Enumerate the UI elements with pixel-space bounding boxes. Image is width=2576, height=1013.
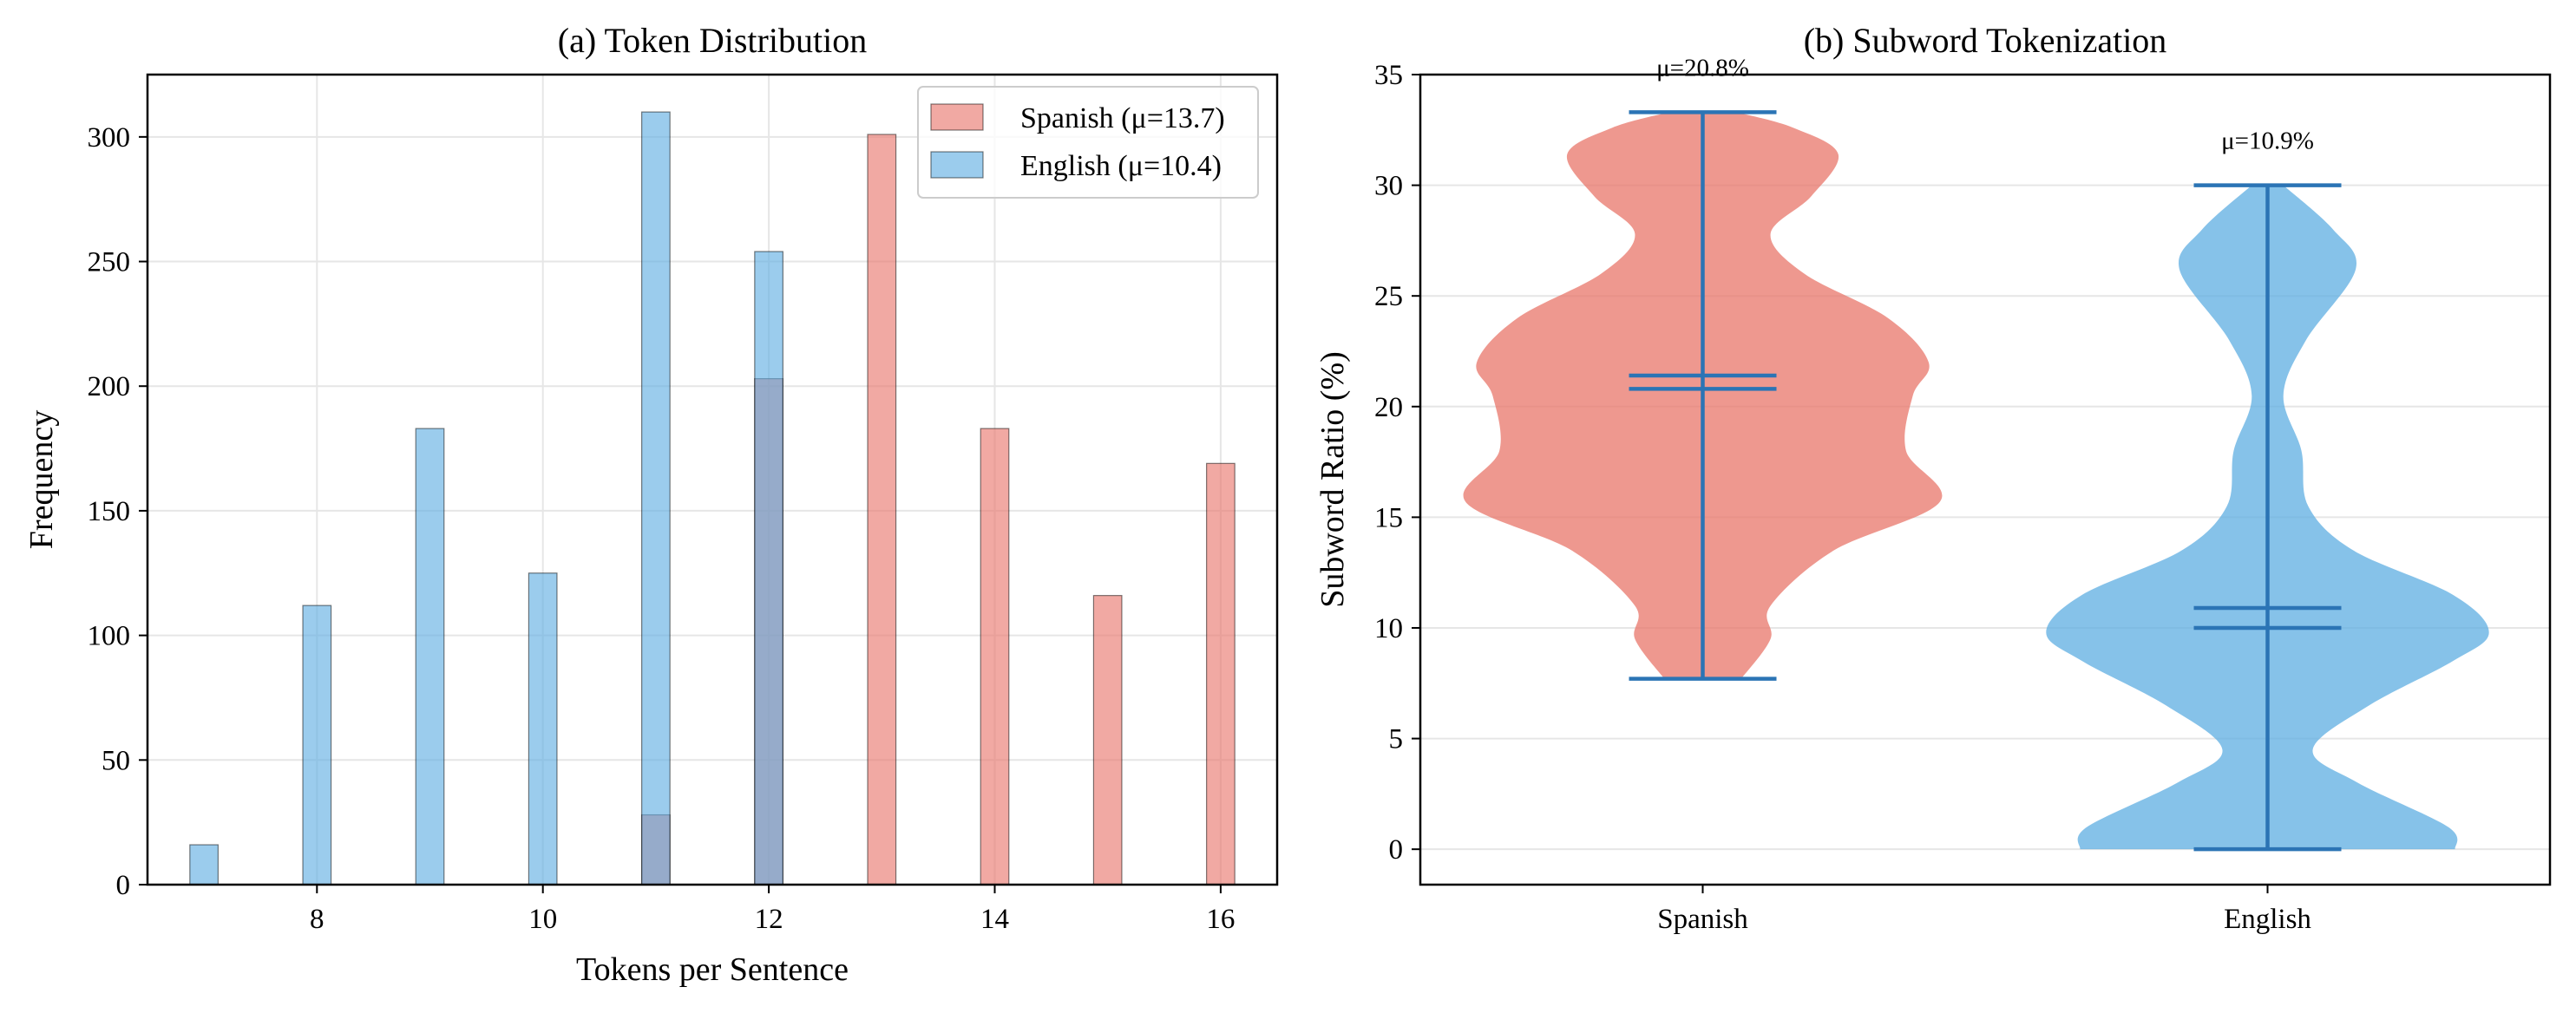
- y-tick-label: 5: [1389, 724, 1404, 755]
- y-tick-label: 50: [102, 745, 130, 776]
- bar-spanish: [1092, 595, 1123, 886]
- violin-bodies: [1463, 112, 2489, 850]
- y-tick-label: 250: [88, 247, 131, 278]
- mean-annotation: μ=20.8%: [1656, 54, 1749, 82]
- violin-spanish-right: [1702, 112, 1943, 679]
- chart-title-a: (a) Token Distribution: [558, 21, 867, 60]
- mean-annotations: μ=20.8% μ=10.9%: [1656, 54, 2314, 154]
- y-tick-label: 15: [1374, 502, 1403, 533]
- x-tick-label: 12: [755, 904, 783, 935]
- y-axis-label-a: Frequency: [23, 410, 60, 549]
- bar-english: [641, 111, 671, 886]
- bar-english: [302, 605, 332, 886]
- y-tick-label: 30: [1374, 171, 1403, 202]
- legend-box: [917, 86, 1259, 199]
- histogram-bars: [189, 111, 1236, 886]
- y-tick-label: 150: [88, 496, 131, 527]
- legend-label-english: English (μ=10.4): [1020, 150, 1222, 182]
- x-axis-label-a: Tokens per Sentence: [576, 951, 849, 988]
- x-tick-label: English: [2224, 904, 2311, 935]
- bar-spanish: [1206, 462, 1236, 886]
- x-tick-label: 10: [528, 904, 557, 935]
- chart-title-b: (b) Subword Tokenization: [1804, 21, 2167, 60]
- panel-subword-tokenization: 0 5 10 15 20 25 30 35 Spanish English μ=20.8% μ=10…: [1314, 21, 2552, 935]
- x-tick-label: 14: [980, 904, 1009, 935]
- bar-english: [415, 428, 445, 886]
- x-tick-label: Spanish: [1657, 904, 1748, 935]
- violin-english-right: [2267, 185, 2489, 850]
- bar-english: [189, 844, 219, 886]
- violin-stat-lines: [1629, 110, 2342, 852]
- y-tick-label: 200: [88, 371, 131, 402]
- legend-swatch-spanish: [930, 103, 984, 131]
- axis-ticks-a: 8 10 12 14 16 0 50 100 150 200 250 300: [88, 122, 1236, 935]
- y-tick-label: 0: [116, 870, 131, 901]
- x-tick-label: 16: [1206, 904, 1235, 935]
- y-tick-label: 20: [1374, 392, 1403, 423]
- violin-english-left: [2046, 185, 2268, 850]
- legend-swatch-english: [930, 151, 984, 179]
- legend-label-spanish: Spanish (μ=13.7): [1020, 102, 1225, 134]
- y-axis-label-b: Subword Ratio (%): [1314, 351, 1351, 608]
- bar-english: [528, 572, 558, 886]
- bar-spanish: [980, 428, 1010, 886]
- y-tick-label: 0: [1389, 834, 1404, 866]
- violin-spanish-left: [1463, 112, 1703, 679]
- axis-ticks-b: 0 5 10 15 20 25 30 35 Spanish English: [1374, 60, 2311, 935]
- y-tick-label: 25: [1374, 281, 1403, 312]
- plot-frame-a: [146, 73, 1279, 886]
- x-tick-label: 8: [310, 904, 324, 935]
- y-tick-label: 300: [88, 122, 131, 154]
- bar-english: [754, 251, 783, 886]
- y-tick-label: 10: [1374, 613, 1403, 644]
- y-tick-label: 100: [88, 621, 131, 652]
- panel-token-distribution: 8 10 12 14 16 0 50 100 150 200 250 300 (a) Token Di…: [23, 21, 1279, 988]
- y-tick-label: 35: [1374, 60, 1403, 91]
- plot-frame-b: [1419, 73, 2552, 886]
- bar-spanish: [867, 134, 897, 886]
- mean-annotation: μ=10.9%: [2221, 127, 2314, 155]
- legend: Spanish (μ=13.7) English (μ=10.4): [917, 86, 1259, 199]
